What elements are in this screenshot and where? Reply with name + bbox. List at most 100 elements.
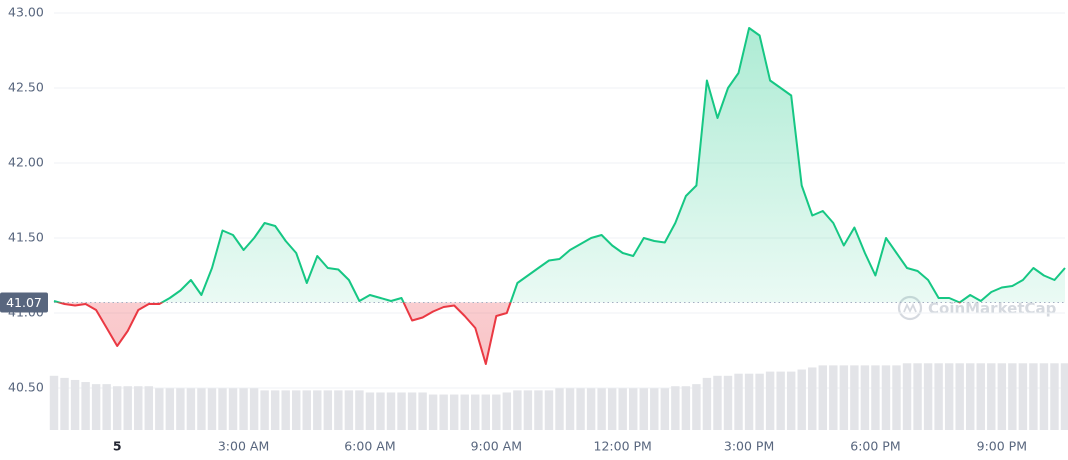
reference-label-box <box>0 292 48 313</box>
volume-bar <box>923 363 933 430</box>
x-tick-label: 3:00 PM <box>724 439 774 454</box>
volume-bar <box>112 386 122 430</box>
volume-bar <box>607 388 617 430</box>
y-tick-label: 42.50 <box>8 80 44 95</box>
volume-bar <box>218 388 227 430</box>
volume-bar <box>629 388 638 430</box>
x-tick-label: 9:00 AM <box>471 439 522 454</box>
volume-bar <box>60 377 69 430</box>
volume-bar <box>1060 363 1068 430</box>
x-tick-label: 6:00 AM <box>344 439 395 454</box>
volume-bar <box>81 382 90 430</box>
volume-bar <box>1050 363 1059 430</box>
volume-bar <box>839 365 849 430</box>
x-tick-label: 6:00 PM <box>850 439 900 454</box>
volume-bar <box>671 386 680 430</box>
y-tick-label: 40.50 <box>8 380 44 395</box>
volume-bar <box>966 363 975 430</box>
reference-label: 41.07 <box>6 295 42 310</box>
volume-bar <box>165 388 175 430</box>
volume-bar <box>1018 363 1028 430</box>
volume-bar <box>692 384 701 430</box>
volume-bar <box>913 363 922 430</box>
volume-bar <box>586 388 596 430</box>
price-line-up <box>53 27 1066 303</box>
volume-bar <box>460 394 469 430</box>
volume-bar <box>386 392 396 430</box>
volume-bar <box>207 388 217 430</box>
volume-bar <box>618 388 627 430</box>
volume-bar <box>776 371 785 430</box>
y-tick-label: 43.00 <box>8 5 44 20</box>
volume-bar <box>576 388 585 430</box>
volume-bar <box>534 390 543 430</box>
volume-bar <box>334 390 343 430</box>
volume-bar <box>702 377 712 430</box>
volume-bar <box>102 384 111 430</box>
area-up <box>54 28 1065 303</box>
volume-bar <box>186 388 196 430</box>
volume-bar <box>523 390 533 430</box>
volume-bar <box>1039 363 1049 430</box>
volume-bar <box>302 390 311 430</box>
volume-bar <box>292 390 301 430</box>
volume-bar <box>313 390 322 430</box>
volume-bar <box>144 386 153 430</box>
volume-bar <box>228 388 238 430</box>
volume-bar <box>344 390 354 430</box>
volume-bar <box>997 363 1007 430</box>
x-tick-label: 3:00 AM <box>218 439 269 454</box>
volume-bar <box>976 363 985 430</box>
volume-bar <box>513 390 522 430</box>
volume-bar <box>786 371 796 430</box>
volume-bar <box>1029 363 1038 430</box>
y-tick-label: 42.00 <box>8 155 44 170</box>
volume-bar <box>955 363 964 430</box>
volume-bar <box>829 365 838 430</box>
volume-bar <box>881 365 891 430</box>
volume-bar <box>871 365 880 430</box>
volume-bar <box>650 388 659 430</box>
volume-bar <box>397 392 406 430</box>
volume-bar <box>734 373 743 430</box>
volume-bar <box>197 388 206 430</box>
volume-bar <box>70 379 80 430</box>
volume-bar <box>155 388 164 430</box>
volume-bar <box>376 392 385 430</box>
volume-bar <box>850 365 859 430</box>
volume-bar <box>239 388 248 430</box>
y-tick-label: 41.50 <box>8 230 44 245</box>
volume-bar <box>249 388 259 430</box>
volume-bar <box>407 392 417 430</box>
volume-bar <box>418 392 427 430</box>
volume-bar <box>365 392 375 430</box>
volume-bar <box>944 363 954 430</box>
price-line-down <box>55 302 962 365</box>
volume-bar <box>555 388 564 430</box>
area-down <box>54 302 1065 364</box>
volume-bar <box>597 388 606 430</box>
volume-bar <box>987 363 996 430</box>
volume-bar <box>481 394 490 430</box>
volume-bar <box>471 394 480 430</box>
volume-bar <box>355 390 364 430</box>
volume-bar <box>818 365 827 430</box>
volume-bar <box>639 388 648 430</box>
volume-bar <box>134 386 143 430</box>
volume-bar <box>123 386 132 430</box>
volume-bar <box>544 390 554 430</box>
volume-bar <box>281 390 290 430</box>
volume-bar <box>808 367 817 430</box>
volume-bar <box>439 394 448 430</box>
volume-bar <box>260 390 269 430</box>
volume-bar <box>323 390 333 430</box>
volume-bar <box>902 363 912 430</box>
volume-bar <box>428 394 438 430</box>
volume-bar <box>713 375 722 430</box>
volume-bar <box>755 373 764 430</box>
volume-bar <box>492 394 501 430</box>
volume-bar <box>91 384 101 430</box>
volume-bar <box>723 375 733 430</box>
x-tick-label: 5 <box>113 439 122 454</box>
